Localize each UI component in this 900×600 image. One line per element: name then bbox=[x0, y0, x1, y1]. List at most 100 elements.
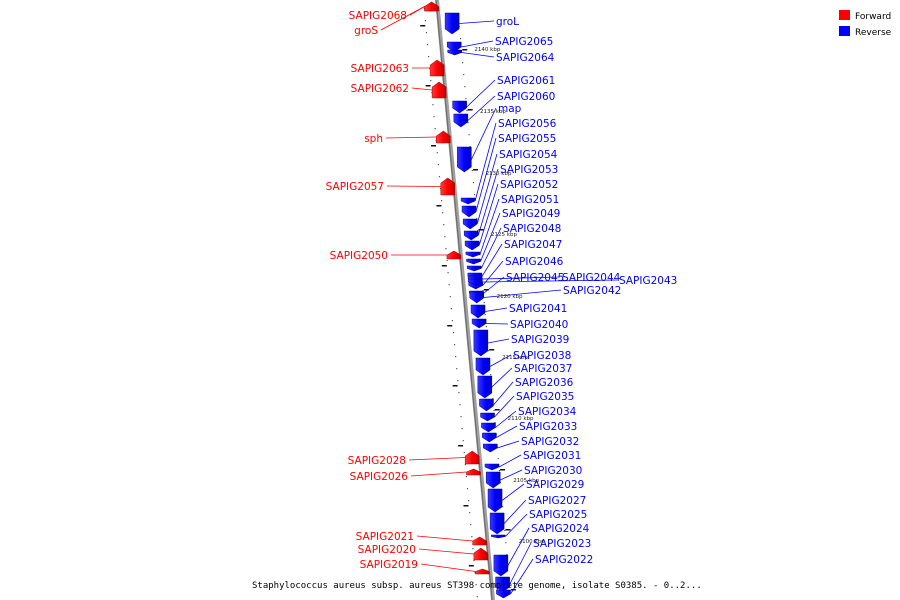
ruler-dot bbox=[465, 476, 468, 478]
label-leader bbox=[482, 276, 561, 280]
kbp-label: 2125 kbp bbox=[491, 232, 517, 238]
ruler-dot bbox=[466, 488, 469, 490]
label-leader bbox=[476, 153, 498, 225]
ruler-dot bbox=[470, 524, 472, 526]
reverse-gene-arrow bbox=[457, 146, 472, 173]
ruler-dot bbox=[504, 530, 506, 532]
reverse-gene-label: SAPIG2033 bbox=[519, 421, 577, 433]
ruler-dot bbox=[475, 584, 477, 586]
ruler-tick bbox=[505, 529, 511, 531]
reverse-gene-label: SAPIG2027 bbox=[528, 495, 586, 507]
reverse-gene-label: groL bbox=[496, 16, 519, 28]
ruler-dot bbox=[425, 32, 428, 34]
ruler-dot bbox=[502, 506, 504, 508]
ruler-dot bbox=[429, 68, 431, 70]
label-leader bbox=[482, 260, 504, 286]
label-leader bbox=[483, 289, 562, 298]
label-leader bbox=[507, 527, 530, 566]
reverse-gene-arrow bbox=[482, 432, 497, 443]
kbp-label: 2110 kbp bbox=[508, 416, 534, 422]
reverse-gene-label: SAPIG2056 bbox=[498, 118, 557, 130]
ruler-tick bbox=[420, 25, 426, 27]
ruler-dot bbox=[484, 314, 486, 316]
legend: Forward Reverse bbox=[839, 10, 892, 38]
ruler-dot bbox=[439, 188, 442, 190]
label-leader bbox=[385, 136, 437, 139]
reverse-gene-arrow bbox=[473, 329, 489, 357]
ruler-tick bbox=[431, 145, 437, 147]
label-leader bbox=[420, 563, 476, 572]
ruler-dot bbox=[472, 182, 475, 184]
reverse-gene-label: SAPIG2061 bbox=[497, 75, 555, 87]
ruler-tick bbox=[458, 445, 464, 447]
label-leader bbox=[497, 440, 520, 449]
ruler-dot bbox=[436, 152, 438, 154]
backbone-line bbox=[435, 0, 495, 600]
reverse-gene-label: SAPIG2047 bbox=[504, 239, 562, 251]
ruler-dot bbox=[459, 38, 462, 40]
reverse-gene-arrow bbox=[466, 265, 482, 272]
reverse-gene-label: SAPIG2054 bbox=[499, 149, 558, 161]
reverse-gene-arrow bbox=[471, 318, 487, 329]
ruler-dot bbox=[430, 80, 432, 82]
reverse-gene-arrow bbox=[475, 357, 491, 376]
ruler-dot bbox=[493, 410, 495, 412]
ruler-dot bbox=[497, 458, 499, 460]
ruler-tick bbox=[463, 505, 469, 507]
ruler-dot bbox=[423, 8, 425, 10]
ruler-dot bbox=[428, 56, 430, 58]
label-leader bbox=[493, 381, 514, 406]
label-leader bbox=[481, 243, 503, 277]
forward-gene-label: SAPIG2026 bbox=[350, 471, 409, 483]
reverse-gene-arrow bbox=[484, 463, 500, 471]
reverse-gene-label: SAPIG2046 bbox=[505, 256, 564, 268]
reverse-gene-arrow bbox=[462, 218, 478, 230]
ruler-dot bbox=[483, 302, 485, 304]
label-leader bbox=[380, 6, 425, 31]
ruler-dot bbox=[458, 26, 460, 28]
reverse-gene-arrow bbox=[495, 576, 510, 593]
reverse-gene-arrow bbox=[470, 304, 486, 319]
label-leader bbox=[386, 185, 441, 187]
ruler-dot bbox=[432, 104, 434, 106]
label-leader bbox=[479, 198, 500, 255]
legend-reverse-swatch bbox=[839, 26, 850, 36]
gene-features bbox=[424, 1, 511, 599]
forward-gene-label: SAPIG2063 bbox=[351, 63, 409, 75]
ruler-dot bbox=[449, 296, 451, 298]
label-leader bbox=[467, 95, 496, 121]
ruler-tick bbox=[425, 85, 431, 87]
ruler-dot bbox=[443, 224, 445, 226]
reverse-gene-arrow bbox=[479, 398, 494, 412]
ruler-dot bbox=[424, 20, 426, 22]
label-leader bbox=[482, 279, 618, 283]
label-leader bbox=[480, 212, 501, 262]
label-leader bbox=[496, 425, 518, 438]
ruler-dot bbox=[471, 536, 473, 538]
legend-forward-label: Forward bbox=[855, 12, 891, 22]
label-leader bbox=[461, 40, 494, 48]
ruler-dot bbox=[451, 320, 453, 322]
ruler-tick bbox=[452, 385, 458, 387]
reverse-gene-arrow bbox=[447, 49, 462, 56]
label-leader bbox=[411, 87, 433, 91]
ruler-dot bbox=[506, 554, 508, 556]
ruler-dot bbox=[433, 116, 435, 118]
label-leader bbox=[475, 137, 497, 212]
label-leader bbox=[410, 471, 467, 477]
reverse-gene-arrow bbox=[493, 554, 509, 577]
reverse-gene-arrow bbox=[452, 100, 467, 114]
reverse-gene-arrow bbox=[446, 41, 462, 53]
label-leader bbox=[478, 183, 499, 246]
reverse-gene-arrow bbox=[491, 534, 506, 539]
reverse-gene-arrow bbox=[477, 375, 493, 399]
ruler-tick bbox=[478, 229, 484, 231]
reverse-gene-arrow bbox=[496, 589, 511, 599]
reverse-gene-label: SAPIG2039 bbox=[511, 334, 569, 346]
reverse-gene-arrow bbox=[483, 443, 498, 453]
kbp-label: 2120 kbp bbox=[497, 294, 523, 300]
reverse-gene-arrow bbox=[465, 251, 481, 258]
ruler-tick bbox=[467, 109, 473, 111]
ruler-tick bbox=[473, 169, 479, 171]
kbp-label: 2135 kbp bbox=[480, 109, 506, 115]
